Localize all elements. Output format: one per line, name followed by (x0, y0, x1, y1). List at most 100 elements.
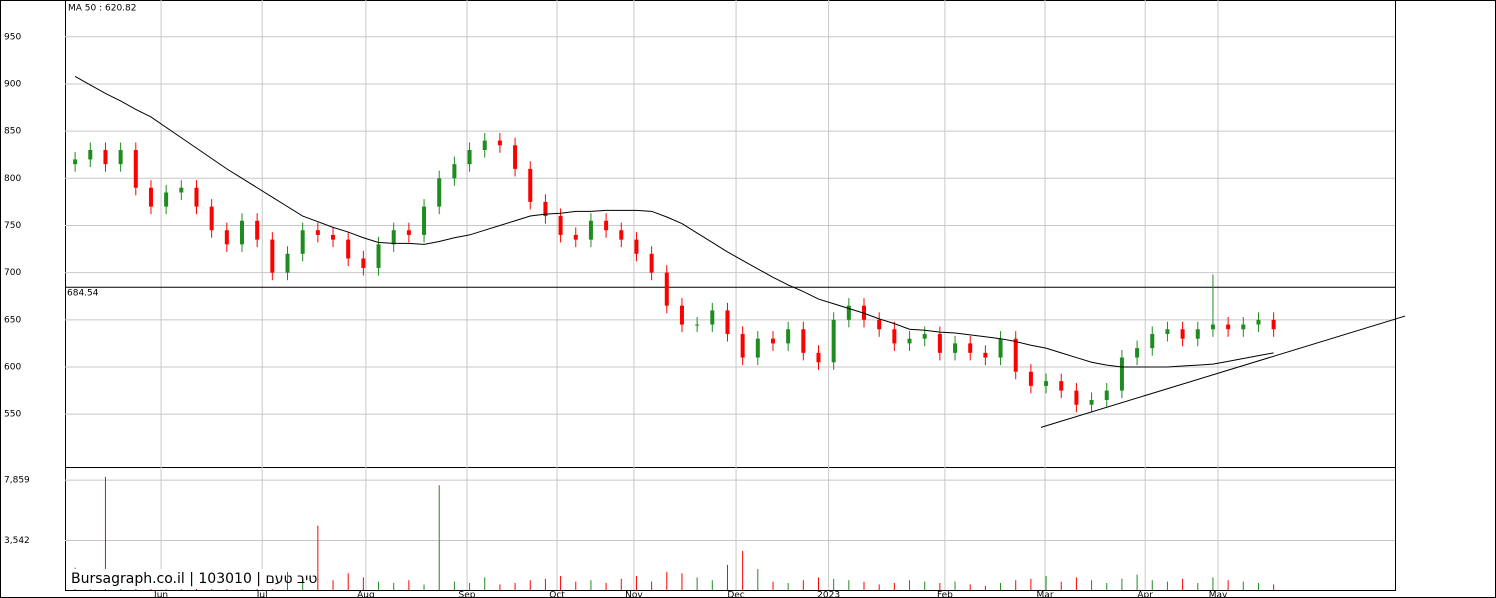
candle-body (224, 230, 229, 245)
moving-average (74, 75, 1274, 368)
candle-body (209, 206, 214, 231)
y-tick-label: 900 (4, 79, 21, 89)
candle-body (513, 145, 518, 169)
candle-body (1135, 348, 1140, 358)
candle-body (406, 230, 411, 235)
candle-body (725, 310, 730, 334)
candle-body (239, 220, 244, 245)
x-tick-label: Apr (1137, 591, 1153, 598)
candle-body (619, 230, 624, 240)
watermark-box (68, 569, 286, 589)
candle-body (1165, 329, 1170, 334)
x-tick-label: Dec (727, 591, 744, 598)
x-tick-label: Jul (256, 591, 268, 598)
candle-body (664, 272, 669, 306)
volume-tick-label: 3,542 (4, 536, 30, 546)
y-tick-label: 850 (4, 127, 21, 137)
candle-body (437, 178, 442, 207)
candle-body (452, 164, 457, 179)
candle-body (361, 258, 366, 268)
candle-body (482, 140, 487, 151)
y-tick-label: 800 (4, 174, 21, 184)
candle-body (801, 329, 806, 353)
candle-body (497, 140, 502, 146)
candle-body (391, 230, 396, 245)
candle-body (816, 352, 821, 363)
candle-body (346, 239, 351, 259)
candle-body (1059, 381, 1064, 391)
candle-body (922, 333, 927, 339)
candle-body (998, 338, 1003, 358)
plot-frame (65, 0, 1396, 591)
candle-body (634, 239, 639, 254)
y-tick-label: 550 (4, 410, 21, 420)
candle-body (194, 187, 199, 207)
x-tick-label: Feb (937, 591, 953, 598)
candle-body (73, 159, 78, 165)
candle-body (953, 343, 958, 353)
y-tick-label: 950 (4, 32, 21, 42)
candle-body (255, 220, 260, 240)
x-tick-label: Jun (153, 591, 168, 598)
candle-body (1150, 333, 1155, 349)
candle-body (679, 305, 684, 325)
candle-body (695, 324, 700, 326)
candle-body (649, 253, 654, 273)
x-tick-label: May (1209, 591, 1228, 598)
y-tick-label: 700 (4, 268, 21, 278)
candle-body (877, 319, 882, 330)
y-tick-label: 600 (4, 362, 21, 372)
candle-body (118, 150, 123, 165)
trendline (1040, 315, 1406, 428)
candle-body (103, 150, 108, 165)
candle-body (528, 168, 533, 202)
candle-body (1180, 329, 1185, 339)
candle-body (770, 338, 775, 344)
candle-body (300, 230, 305, 254)
candle-body (846, 305, 851, 320)
candle-body (968, 343, 973, 353)
candle-body (1195, 329, 1200, 339)
x-tick-label: 2023 (817, 591, 840, 598)
x-tick-label: Oct (549, 591, 565, 598)
candle-body (133, 150, 138, 188)
candle-body (467, 150, 472, 165)
level-label: 684.54 (67, 289, 99, 299)
candle-body (1044, 381, 1049, 386)
candle-body (376, 244, 381, 268)
candle-body (1271, 319, 1276, 330)
candle-body (164, 192, 169, 207)
y-tick-label: 650 (4, 315, 21, 325)
candle-body (1210, 324, 1215, 330)
watermark: Bursagraph.co.il | 103010 | טיב טעם (71, 571, 317, 587)
candle-body (710, 310, 715, 325)
candle-body (1074, 390, 1079, 405)
candle-body (786, 329, 791, 344)
candle-body (179, 187, 184, 193)
candle-body (285, 253, 290, 273)
candle-body (1013, 338, 1018, 372)
candle-body (1226, 324, 1231, 330)
candle-body (1119, 357, 1124, 391)
candle-body (907, 338, 912, 344)
candle-body (558, 216, 563, 235)
candle-body (937, 333, 942, 353)
candle-body (148, 187, 153, 207)
candle-body (1104, 390, 1109, 401)
candle-body (892, 329, 897, 344)
ma-label: MA 50 : 620.82 (68, 4, 136, 14)
candle-body (422, 206, 427, 235)
candle-body (740, 333, 745, 358)
candle-body (543, 201, 548, 217)
candle-body (1089, 400, 1094, 405)
candle-body (1256, 319, 1261, 325)
candle-body (755, 338, 760, 358)
volume-tick-label: 7,859 (4, 476, 30, 486)
candle-body (831, 319, 836, 363)
x-tick-label: Nov (625, 591, 643, 598)
candle-body (588, 220, 593, 240)
x-tick-label: Aug (357, 591, 375, 598)
candle-body (1028, 371, 1033, 386)
